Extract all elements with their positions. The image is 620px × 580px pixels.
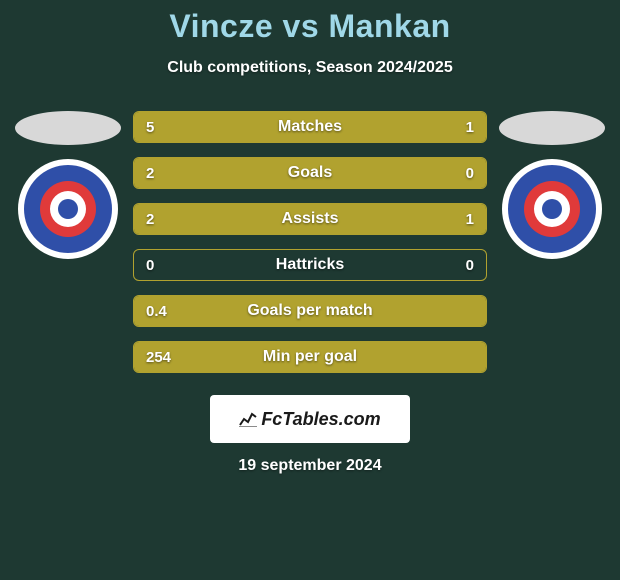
bar-value-left: 2 (146, 211, 154, 228)
stat-bar-row: 0.4 Goals per match (133, 295, 487, 327)
content-row: 5 Matches 1 2 Goals 0 2 Assists 1 0 Hattricks 0 0.4 G… (0, 111, 620, 373)
brand-text: FcTables.com (261, 409, 380, 430)
bar-value-left: 5 (146, 119, 154, 136)
bar-label: Assists (282, 210, 339, 228)
club-badge-inner-icon (40, 181, 96, 237)
club-badge-right (502, 159, 602, 259)
bar-value-left: 0.4 (146, 303, 167, 320)
stat-bar-row: 254 Min per goal (133, 341, 487, 373)
right-player-column (495, 111, 609, 259)
vs-label: vs (283, 8, 320, 44)
bar-label: Matches (278, 118, 342, 136)
infographic-root: Vincze vs Mankan Club competitions, Seas… (0, 0, 620, 475)
bar-label: Goals (288, 164, 332, 182)
comparison-title: Vincze vs Mankan (0, 8, 620, 45)
bar-fill-right (427, 112, 486, 142)
bar-value-right: 1 (466, 211, 474, 228)
bar-label: Min per goal (263, 348, 357, 366)
stat-bar-row: 2 Assists 1 (133, 203, 487, 235)
bar-value-right: 0 (466, 165, 474, 182)
bar-value-left: 254 (146, 349, 171, 366)
club-badge-left (18, 159, 118, 259)
chart-icon (239, 411, 257, 427)
bar-value-right: 0 (466, 257, 474, 274)
bar-value-left: 0 (146, 257, 154, 274)
footer-date: 19 september 2024 (0, 457, 620, 475)
stat-bar-row: 5 Matches 1 (133, 111, 487, 143)
stat-bar-row: 0 Hattricks 0 (133, 249, 487, 281)
brand-footer[interactable]: FcTables.com (210, 395, 410, 443)
player-silhouette-icon (499, 111, 605, 145)
stat-bar-row: 2 Goals 0 (133, 157, 487, 189)
player-silhouette-icon (15, 111, 121, 145)
bar-value-left: 2 (146, 165, 154, 182)
club-badge-inner-icon (524, 181, 580, 237)
season-subtitle: Club competitions, Season 2024/2025 (0, 59, 620, 77)
bar-label: Goals per match (247, 302, 372, 320)
player-right-name: Mankan (329, 8, 451, 44)
left-player-column (11, 111, 125, 259)
player-left-name: Vincze (169, 8, 273, 44)
bar-value-right: 1 (466, 119, 474, 136)
bar-label: Hattricks (276, 256, 344, 274)
stat-bars: 5 Matches 1 2 Goals 0 2 Assists 1 0 Hattricks 0 0.4 G… (133, 111, 487, 373)
